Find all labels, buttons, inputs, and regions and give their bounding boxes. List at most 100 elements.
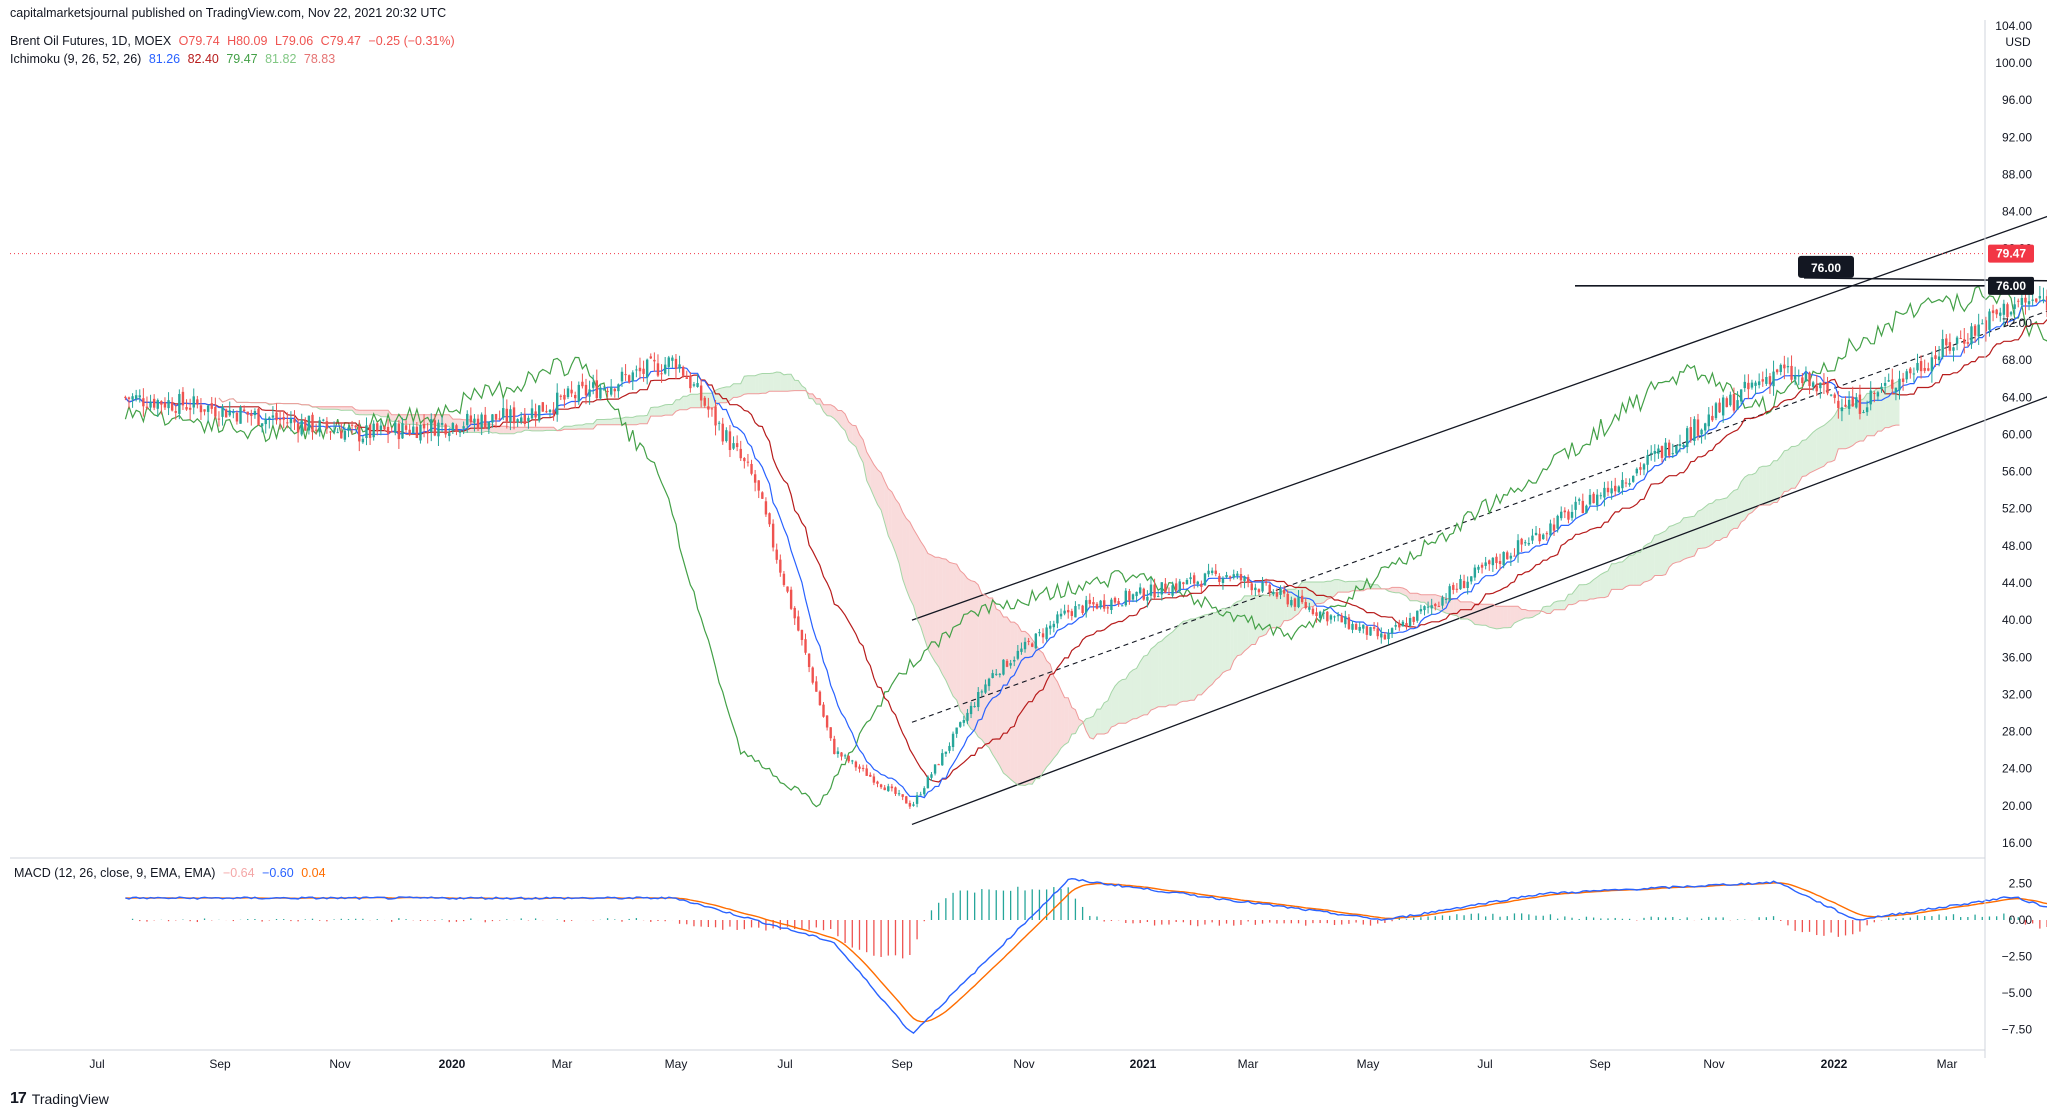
- candle-body: [1304, 602, 1307, 609]
- candle-body: [1459, 579, 1462, 590]
- cloud-segment: [1622, 558, 1627, 590]
- price-tick-label: 16.00: [2002, 836, 2032, 850]
- candle-body: [1635, 468, 1639, 474]
- candle-body: [728, 431, 732, 451]
- cloud-segment: [632, 416, 637, 425]
- candle-body: [1452, 584, 1455, 590]
- candle-body: [1973, 325, 1977, 336]
- candle-body: [178, 394, 181, 414]
- candle-body: [977, 692, 980, 708]
- candle-body: [815, 681, 818, 692]
- candle-body: [1707, 414, 1710, 427]
- candle-body: [1927, 368, 1930, 371]
- cloud-segment: [503, 426, 507, 434]
- candle-body: [1333, 616, 1336, 618]
- price-tick-label: 44.00: [2002, 576, 2032, 590]
- candle-body: [591, 382, 595, 388]
- candle-body: [1207, 570, 1210, 575]
- cloud-segment: [927, 553, 932, 656]
- cloud-segment: [1784, 449, 1788, 492]
- candle-body: [1174, 583, 1178, 591]
- candle-body: [1732, 394, 1736, 411]
- cloud-segment: [1453, 598, 1457, 616]
- candle-body: [145, 406, 149, 408]
- cloud-segment: [510, 427, 515, 434]
- candle-body: [879, 784, 883, 788]
- candle-body: [1639, 467, 1642, 470]
- cloud-segment: [629, 417, 633, 425]
- candle-body: [1117, 601, 1120, 605]
- candle-body: [725, 430, 728, 442]
- candle-body: [627, 375, 631, 383]
- candle-body: [340, 430, 343, 439]
- tradingview-footer[interactable]: 17 TradingView: [10, 1090, 109, 1108]
- candle-body: [502, 408, 505, 418]
- cloud-segment: [1010, 622, 1015, 783]
- candle-body: [1855, 397, 1858, 408]
- candle-body: [807, 653, 811, 668]
- cloud-segment: [1708, 503, 1713, 547]
- candle-body: [969, 705, 973, 715]
- candle-body: [1970, 326, 1973, 345]
- macd-tick-label: 0.00: [2009, 913, 2033, 927]
- candle-body: [1542, 534, 1545, 540]
- cloud-segment: [1165, 634, 1169, 707]
- cloud-segment: [1104, 700, 1108, 734]
- cloud-segment: [388, 410, 392, 422]
- candle-body: [642, 368, 645, 374]
- cloud-segment: [1694, 511, 1698, 556]
- cloud-segment: [373, 410, 378, 415]
- candle-body: [1811, 382, 1815, 387]
- candle-body: [912, 804, 915, 806]
- cloud-segment: [1028, 634, 1033, 785]
- time-tick-label: Nov: [1013, 1057, 1034, 1071]
- cloud-segment: [841, 410, 846, 431]
- candle-body: [1905, 371, 1908, 380]
- candle-body: [358, 425, 361, 442]
- macd-tick-label: −2.50: [2002, 950, 2033, 964]
- cloud-segment: [1219, 608, 1223, 678]
- cloud-segment: [1528, 610, 1533, 619]
- candle-body: [509, 409, 512, 422]
- candle-body: [174, 411, 177, 413]
- cloud-segment: [1554, 601, 1558, 610]
- cloud-segment: [1489, 604, 1493, 628]
- cloud-segment: [1561, 600, 1565, 610]
- candle-body: [228, 410, 231, 416]
- cloud-segment: [585, 423, 590, 430]
- candle-body: [1570, 511, 1574, 518]
- candle-body: [1696, 419, 1700, 436]
- cloud-segment: [1294, 586, 1299, 617]
- cloud-segment: [1820, 425, 1824, 468]
- candle-body: [1398, 624, 1401, 628]
- time-tick-label: May: [1357, 1057, 1380, 1071]
- price-tick-label: 52.00: [2002, 502, 2032, 516]
- candle-body: [1596, 494, 1599, 506]
- candle-body: [743, 458, 746, 462]
- cloud-segment: [1338, 579, 1342, 593]
- candle-body: [973, 706, 976, 708]
- candle-body: [1653, 450, 1656, 454]
- cloud-segment: [1093, 709, 1098, 739]
- candle-body: [1995, 309, 1998, 315]
- candle-body: [1470, 576, 1473, 582]
- candle-body: [156, 400, 159, 409]
- candle-body: [1826, 382, 1829, 394]
- cloud-segment: [675, 399, 680, 412]
- ichimoku-cloud: [218, 371, 1900, 786]
- candle-body: [894, 787, 897, 794]
- cloud-segment: [521, 427, 525, 433]
- cloud-segment: [1831, 415, 1835, 462]
- candle-body: [667, 357, 670, 367]
- candle-body: [1632, 475, 1635, 482]
- candle-body: [556, 392, 559, 415]
- candle-body: [1955, 337, 1959, 344]
- cloud-segment: [596, 419, 601, 425]
- candle-body: [1329, 615, 1333, 620]
- candle-body: [293, 419, 296, 423]
- cloud-segment: [744, 375, 748, 395]
- cloud-segment: [819, 398, 824, 412]
- candle-body: [1675, 446, 1678, 454]
- cloud-segment: [1251, 595, 1256, 645]
